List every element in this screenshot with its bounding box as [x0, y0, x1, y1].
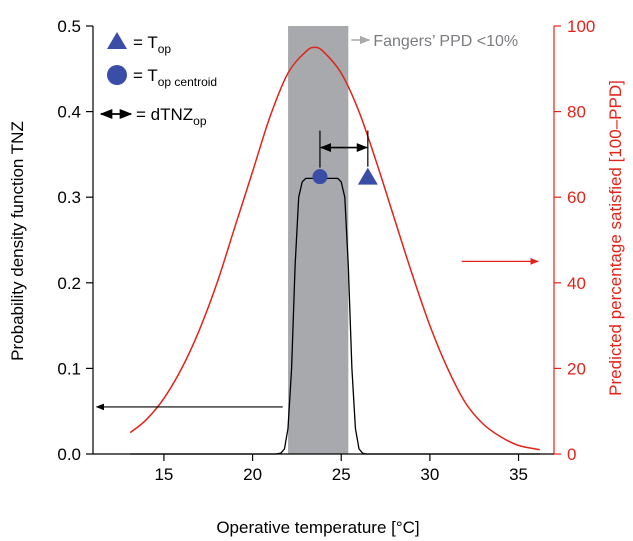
x-tick-label: 35: [509, 465, 528, 484]
y-tick-label: 0.0: [57, 445, 81, 464]
y2-tick-label: 20: [567, 359, 586, 378]
y-tick-label: 0.4: [57, 103, 81, 122]
right-y-axis-title: Predicted percentage satisfied [100–PPD]: [606, 80, 625, 396]
y2-tick-label: 40: [567, 274, 586, 293]
fanger-ppd-band: [288, 26, 349, 454]
x-tick-label: 30: [420, 465, 439, 484]
legend-triangle-icon: [107, 32, 127, 49]
right-y-ticks: 0 20 40 60 80 100: [554, 17, 595, 464]
x-tick-label: 20: [243, 465, 262, 484]
series-line-ppd: [129, 46, 540, 451]
legend-label-dtnz: = dTNZop: [136, 105, 207, 128]
y-tick-label: 0.2: [57, 274, 81, 293]
y2-tick-label: 60: [567, 188, 586, 207]
x-tick-label: 25: [332, 465, 351, 484]
y2-tick-label: 0: [567, 445, 576, 464]
marker-top-triangle: [357, 167, 378, 185]
marker-top-centroid: [312, 169, 328, 185]
legend: = Top = Top centroid = dTNZop: [99, 32, 217, 128]
legend-label-top: = Top: [133, 33, 171, 56]
x-tick-label: 15: [154, 465, 173, 484]
x-axis-title: Operative temperature [°C]: [216, 518, 419, 537]
legend-label-top-centroid: = Top centroid: [133, 66, 217, 89]
left-y-axis-title: Probability density function TNZ: [8, 121, 27, 361]
y2-tick-label: 80: [567, 103, 586, 122]
y-tick-label: 0.1: [57, 359, 81, 378]
x-ticks: 15 20 25 30 35: [154, 454, 528, 484]
band-label: Fangers’ PPD <10%: [373, 33, 518, 50]
legend-circle-icon: [107, 65, 127, 85]
y2-tick-label: 100: [567, 17, 595, 36]
y-tick-label: 0.5: [57, 17, 81, 36]
y-tick-label: 0.3: [57, 188, 81, 207]
left-y-ticks: 0.0 0.1 0.2 0.3 0.4 0.5: [57, 17, 93, 464]
